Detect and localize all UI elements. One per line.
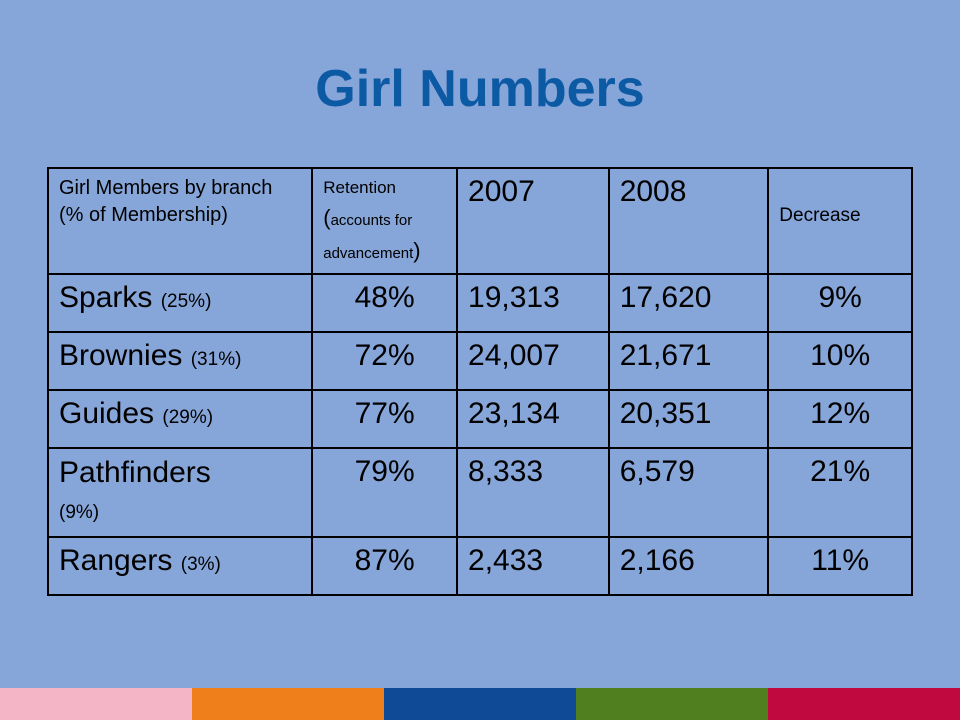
branch-share: (9%) (59, 502, 100, 523)
table-header-row: Girl Members by branch (% of Membership)… (46, 167, 913, 275)
slide-title: Girl Numbers (315, 60, 645, 118)
decrease-cell: 12% (767, 389, 913, 449)
decrease-cell: 21% (767, 447, 913, 538)
branch-name: Brownies (59, 339, 183, 372)
branch-share: (3%) (180, 554, 221, 575)
decrease-cell: 9% (767, 273, 913, 333)
branch-share: (29%) (162, 407, 214, 428)
retention-cell: 77% (311, 389, 459, 449)
header-2007: 2007 (456, 167, 610, 275)
branch-share: (31%) (190, 349, 242, 370)
header-retention-open: ( (323, 204, 331, 230)
retention-cell: 87% (311, 536, 459, 596)
count-2007-cell: 23,134 (456, 389, 610, 449)
header-retention: Retention (accounts for advancement) (311, 167, 459, 275)
branch-cell: Pathfinders (9%) (46, 447, 314, 538)
branch-name: Sparks (59, 281, 153, 314)
header-retention-main: Retention (323, 178, 397, 197)
header-retention-close: ) (413, 237, 421, 263)
decrease-cell: 10% (767, 331, 913, 391)
branch-cell: Guides (29%) (46, 389, 314, 449)
count-2008-cell: 6,579 (607, 447, 770, 538)
table-row: Brownies (31%) 72% 24,007 21,671 10% (46, 331, 913, 391)
girl-numbers-table: Girl Members by branch (% of Membership)… (46, 167, 913, 596)
count-2007-cell: 19,313 (456, 273, 610, 333)
count-2007-cell: 8,333 (456, 447, 610, 538)
count-2007-cell: 24,007 (456, 331, 610, 391)
table-row: Pathfinders (9%) 79% 8,333 6,579 21% (46, 447, 913, 538)
footer-stripe-orange (192, 688, 384, 720)
retention-cell: 79% (311, 447, 459, 538)
header-2008: 2008 (607, 167, 770, 275)
count-2008-cell: 2,166 (607, 536, 770, 596)
footer-stripe-red (768, 688, 960, 720)
footer-stripe-blue (384, 688, 576, 720)
branch-cell: Brownies (31%) (46, 331, 314, 391)
branch-name: Rangers (59, 544, 173, 577)
retention-cell: 72% (311, 331, 459, 391)
count-2008-cell: 20,351 (607, 389, 770, 449)
branch-cell: Rangers (3%) (46, 536, 314, 596)
retention-cell: 48% (311, 273, 459, 333)
count-2008-cell: 21,671 (607, 331, 770, 391)
decrease-cell: 11% (767, 536, 913, 596)
table-row: Sparks (25%) 48% 19,313 17,620 9% (46, 273, 913, 333)
header-retention-sub: accounts for advancement (323, 211, 414, 262)
branch-share: (25%) (160, 291, 212, 312)
count-2008-cell: 17,620 (607, 273, 770, 333)
footer-stripe-green (576, 688, 768, 720)
header-decrease: Decrease (767, 167, 913, 275)
header-branch: Girl Members by branch (% of Membership) (46, 167, 314, 275)
branch-name: Guides (59, 397, 155, 430)
table-row: Rangers (3%) 87% 2,433 2,166 11% (46, 536, 913, 596)
branch-cell: Sparks (25%) (46, 273, 314, 333)
count-2007-cell: 2,433 (456, 536, 610, 596)
table-row: Guides (29%) 77% 23,134 20,351 12% (46, 389, 913, 449)
branch-name: Pathfinders (59, 456, 211, 489)
footer-stripe-pink (0, 688, 192, 720)
